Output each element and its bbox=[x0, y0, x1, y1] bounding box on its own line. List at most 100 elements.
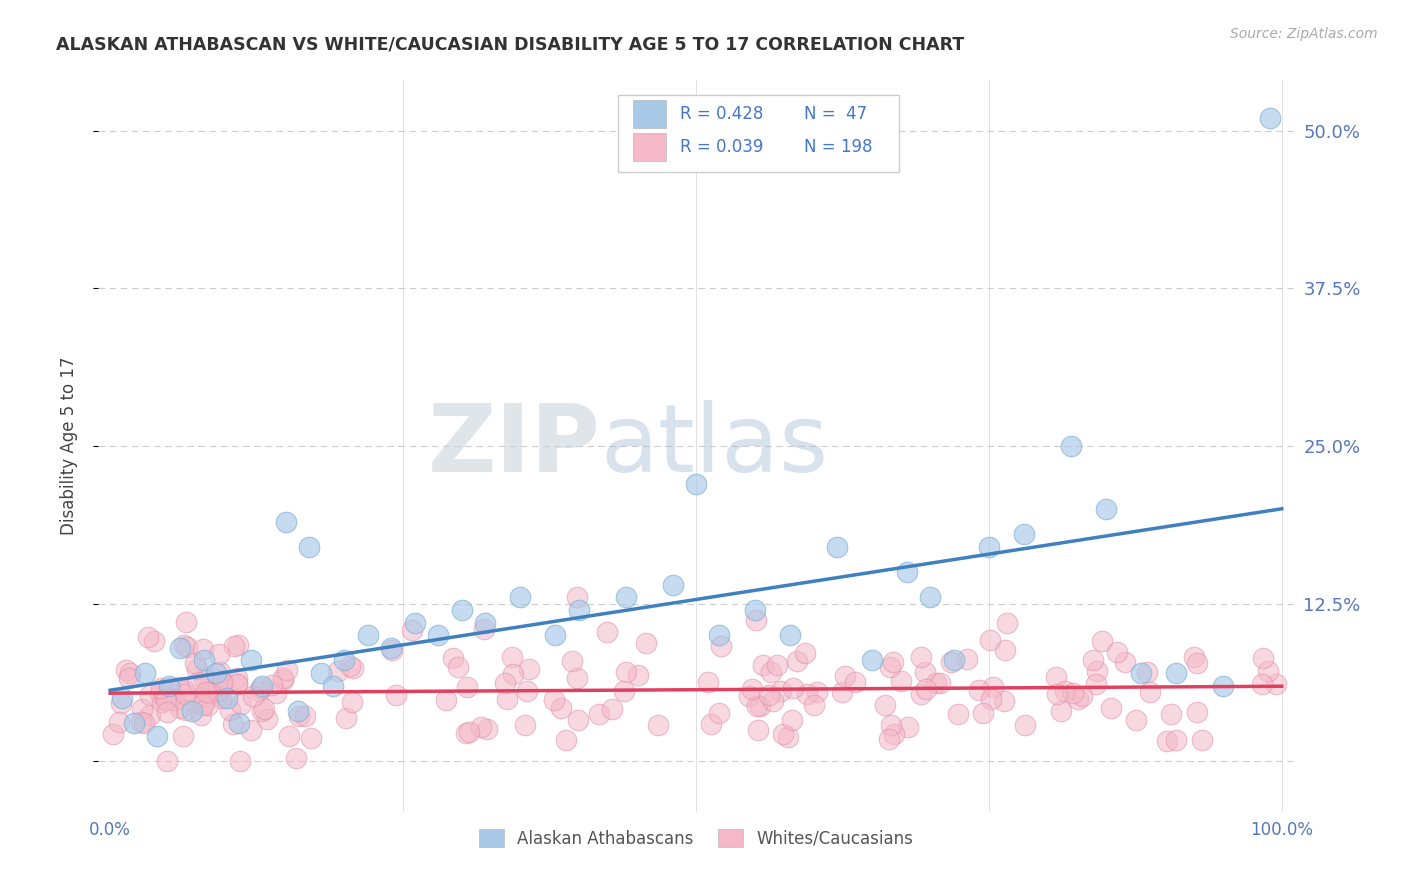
Point bbox=[134, 715, 156, 730]
Point bbox=[143, 633, 166, 648]
Point bbox=[1130, 665, 1153, 680]
Point bbox=[1014, 717, 1036, 731]
Point bbox=[794, 646, 817, 660]
Point bbox=[567, 713, 589, 727]
Point bbox=[1095, 502, 1118, 516]
Point bbox=[779, 628, 801, 642]
Point bbox=[751, 658, 773, 673]
Point bbox=[441, 651, 464, 665]
Point bbox=[769, 684, 792, 698]
Point bbox=[1085, 664, 1108, 678]
Point bbox=[515, 718, 537, 732]
Point bbox=[155, 693, 177, 707]
Point bbox=[118, 671, 141, 685]
Point bbox=[226, 677, 249, 691]
Point bbox=[600, 702, 623, 716]
Point bbox=[477, 723, 499, 737]
Y-axis label: Disability Age 5 to 17: Disability Age 5 to 17 bbox=[59, 357, 77, 535]
Point bbox=[995, 616, 1018, 631]
Point bbox=[1265, 677, 1288, 691]
Point bbox=[156, 754, 179, 768]
Point bbox=[1125, 713, 1147, 727]
Point bbox=[1166, 665, 1188, 680]
Point bbox=[226, 638, 249, 652]
Point bbox=[636, 636, 658, 650]
Point bbox=[110, 696, 132, 710]
Point bbox=[554, 733, 576, 747]
Point bbox=[993, 694, 1015, 708]
Point bbox=[685, 476, 707, 491]
Point bbox=[163, 692, 186, 706]
Point bbox=[221, 716, 243, 731]
Point bbox=[404, 615, 426, 630]
Point bbox=[333, 653, 356, 667]
Point bbox=[1067, 692, 1090, 706]
Point bbox=[561, 654, 583, 668]
Point bbox=[150, 695, 173, 709]
Point bbox=[134, 665, 156, 680]
Point bbox=[567, 671, 589, 685]
Point bbox=[1062, 686, 1084, 700]
Point bbox=[910, 649, 932, 664]
Point bbox=[568, 603, 591, 617]
Point bbox=[474, 615, 496, 630]
Point bbox=[741, 681, 763, 696]
Point bbox=[183, 697, 205, 711]
Point bbox=[172, 729, 194, 743]
Point bbox=[803, 698, 825, 712]
Bar bbox=[619, 95, 900, 171]
Point bbox=[981, 680, 1004, 694]
Point bbox=[925, 676, 948, 690]
Text: atlas: atlas bbox=[600, 400, 828, 492]
Point bbox=[240, 723, 263, 737]
Text: N = 198: N = 198 bbox=[804, 138, 872, 156]
Point bbox=[153, 690, 176, 705]
Point bbox=[139, 688, 162, 702]
Point bbox=[776, 730, 799, 744]
Point bbox=[879, 660, 901, 674]
Point bbox=[472, 622, 495, 636]
Point bbox=[697, 674, 720, 689]
Point bbox=[242, 690, 264, 704]
Point bbox=[204, 665, 226, 680]
Point bbox=[150, 681, 173, 695]
Point bbox=[825, 540, 848, 554]
Text: R = 0.428: R = 0.428 bbox=[681, 105, 763, 123]
Point bbox=[228, 716, 250, 731]
Point bbox=[882, 655, 904, 669]
Point bbox=[860, 653, 883, 667]
Bar bbox=[633, 133, 666, 161]
Point bbox=[543, 693, 565, 707]
Point bbox=[169, 640, 191, 655]
Point bbox=[914, 665, 936, 679]
Point bbox=[176, 703, 198, 717]
Point bbox=[1046, 687, 1069, 701]
Point bbox=[494, 676, 516, 690]
Point bbox=[709, 628, 731, 642]
Point bbox=[710, 639, 733, 653]
Point bbox=[381, 643, 404, 657]
Point bbox=[278, 729, 301, 743]
Point bbox=[198, 686, 221, 700]
Point bbox=[447, 659, 470, 673]
Point bbox=[929, 676, 952, 690]
Point bbox=[496, 691, 519, 706]
Point bbox=[176, 640, 198, 654]
Point bbox=[195, 681, 218, 696]
Point bbox=[516, 684, 538, 698]
Point bbox=[186, 662, 208, 676]
Point bbox=[661, 578, 683, 592]
Point bbox=[299, 731, 322, 745]
Point bbox=[190, 707, 212, 722]
Point bbox=[207, 683, 229, 698]
Point bbox=[896, 565, 918, 579]
Text: Source: ZipAtlas.com: Source: ZipAtlas.com bbox=[1230, 27, 1378, 41]
Point bbox=[1257, 664, 1279, 678]
Point bbox=[434, 693, 457, 707]
Point bbox=[627, 668, 650, 682]
Point bbox=[502, 667, 524, 681]
Point bbox=[224, 639, 246, 653]
Point bbox=[470, 720, 492, 734]
Point bbox=[897, 720, 920, 734]
Point bbox=[427, 628, 450, 642]
